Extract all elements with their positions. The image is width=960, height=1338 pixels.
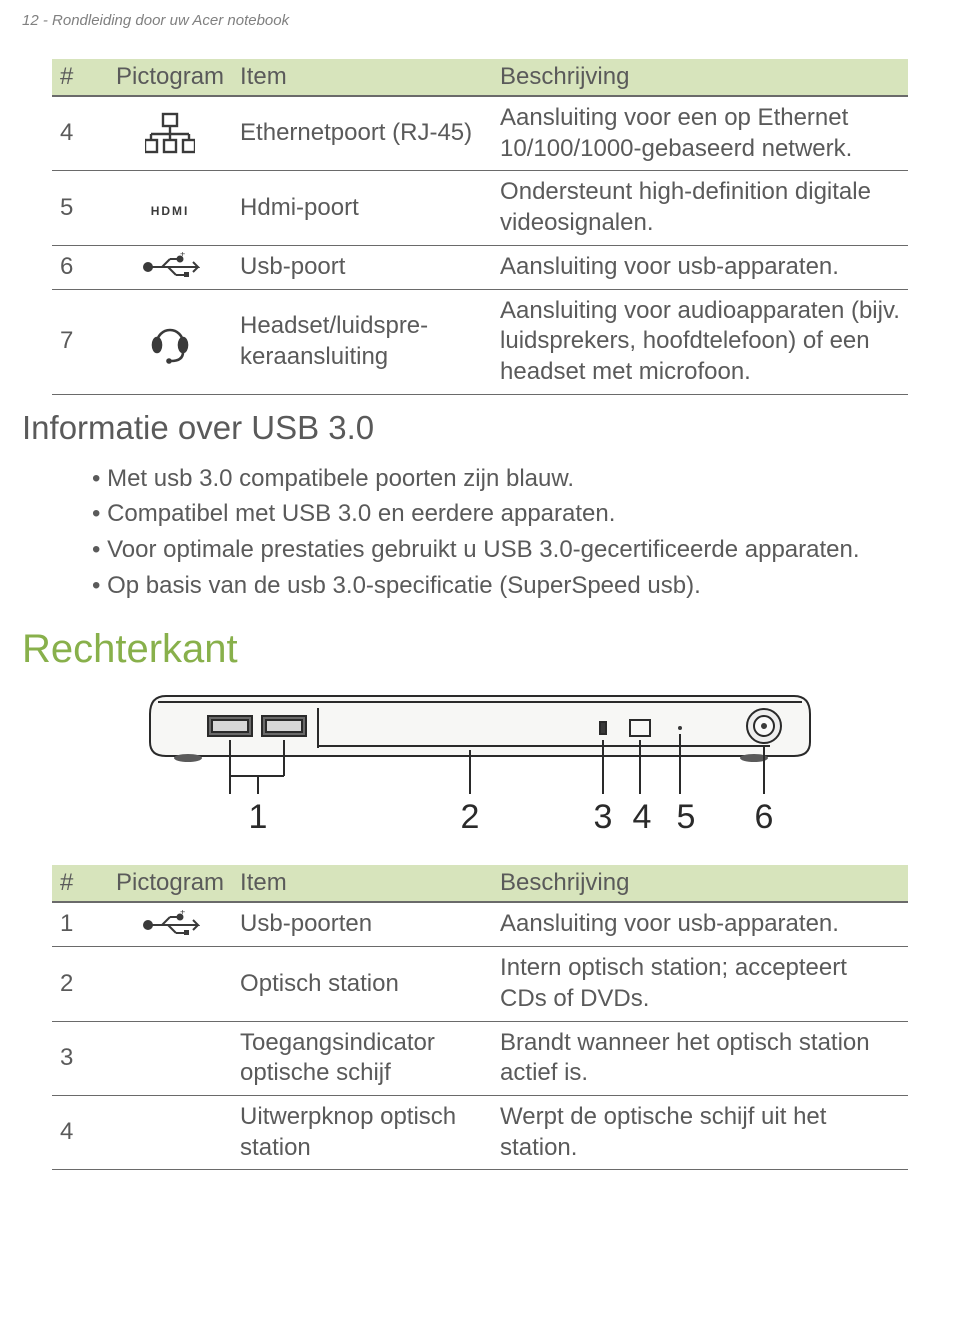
rightside-diagram: 1 2 3 4 5 6 [52,686,908,861]
row-desc: Brandt wanneer het optisch station actie… [492,1021,908,1095]
row-num: 6 [52,245,108,289]
table-row: 6 [52,245,908,289]
table-row: 1 [52,902,908,946]
row-item: Ethernetpoort (RJ-45) [232,96,492,171]
row-num: 7 [52,289,108,394]
row-desc: Aansluiting voor usb-apparaten. [492,902,908,946]
list-item: Voor optimale prestaties gebruikt u USB … [92,534,908,566]
diagram-label-1: 1 [249,798,268,836]
usb-icon: + [108,245,232,289]
row-num: 5 [52,171,108,245]
table-row: 4 Uitwerpknop optisch station Werpt de o… [52,1096,908,1170]
row-item: Hdmi-poort [232,171,492,245]
ports-table-2: # Pictogram Item Beschrijving 1 [52,865,908,1170]
rightside-heading: Rechterkant [22,627,908,672]
usb3-heading: Informatie over USB 3.0 [22,409,908,447]
row-desc: Werpt de optische schijf uit het station… [492,1096,908,1170]
page-header: 12 - Rondleiding door uw Acer notebook [0,0,960,29]
col-icon: Pictogram [108,59,232,96]
row-item: Toegangsindicator optische schijf [232,1021,492,1095]
svg-text:+: + [180,252,185,259]
col-desc: Beschrijving [492,865,908,902]
row-num: 2 [52,947,108,1021]
diagram-label-5: 5 [677,798,696,836]
row-desc: Aansluiting voor usb-apparaten. [492,245,908,289]
svg-text:+: + [180,910,185,917]
col-num: # [52,865,108,902]
row-num: 4 [52,96,108,171]
empty-icon [108,947,232,1021]
list-item: Compatibel met USB 3.0 en eerdere appara… [92,498,908,530]
row-desc: Ondersteunt high-definition digitale vid… [492,171,908,245]
row-item: Headset/luidspre­keraansluiting [232,289,492,394]
empty-icon [108,1021,232,1095]
col-icon: Pictogram [108,865,232,902]
col-item: Item [232,59,492,96]
table-row: 4 [52,96,908,171]
diagram-label-2: 2 [461,798,480,836]
ethernet-icon [108,96,232,171]
table-row: 7 Headset/l [52,289,908,394]
row-item: Usb-poort [232,245,492,289]
usb3-bullet-list: Met usb 3.0 compatibele poorten zijn bla… [92,463,908,602]
diagram-label-6: 6 [755,798,774,836]
diagram-label-4: 4 [633,798,652,836]
list-item: Op basis van de usb 3.0-specificatie (Su… [92,570,908,602]
row-item: Usb-poorten [232,902,492,946]
page-content: # Pictogram Item Beschrijving 4 [0,29,960,1170]
list-item: Met usb 3.0 compatibele poorten zijn bla… [92,463,908,495]
headset-icon [108,289,232,394]
diagram-label-3: 3 [594,798,613,836]
row-item: Uitwerpknop optisch station [232,1096,492,1170]
table-row: 3 Toegangsindicator optische schijf Bran… [52,1021,908,1095]
table-row: 5 HDMI Hdmi-poort Ondersteunt high-defin… [52,171,908,245]
row-desc: Intern optisch station; accepteert CDs o… [492,947,908,1021]
col-num: # [52,59,108,96]
row-desc: Aansluiting voor een op Ethernet 10/100/… [492,96,908,171]
row-num: 4 [52,1096,108,1170]
row-item: Optisch station [232,947,492,1021]
ports-table-1: # Pictogram Item Beschrijving 4 [52,59,908,395]
col-desc: Beschrijving [492,59,908,96]
row-num: 1 [52,902,108,946]
usb-icon: + [108,902,232,946]
hdmi-icon: HDMI [108,171,232,245]
row-desc: Aansluiting voor audioapparaten (bijv. l… [492,289,908,394]
row-num: 3 [52,1021,108,1095]
empty-icon [108,1096,232,1170]
table-row: 2 Optisch station Intern optisch station… [52,947,908,1021]
col-item: Item [232,865,492,902]
